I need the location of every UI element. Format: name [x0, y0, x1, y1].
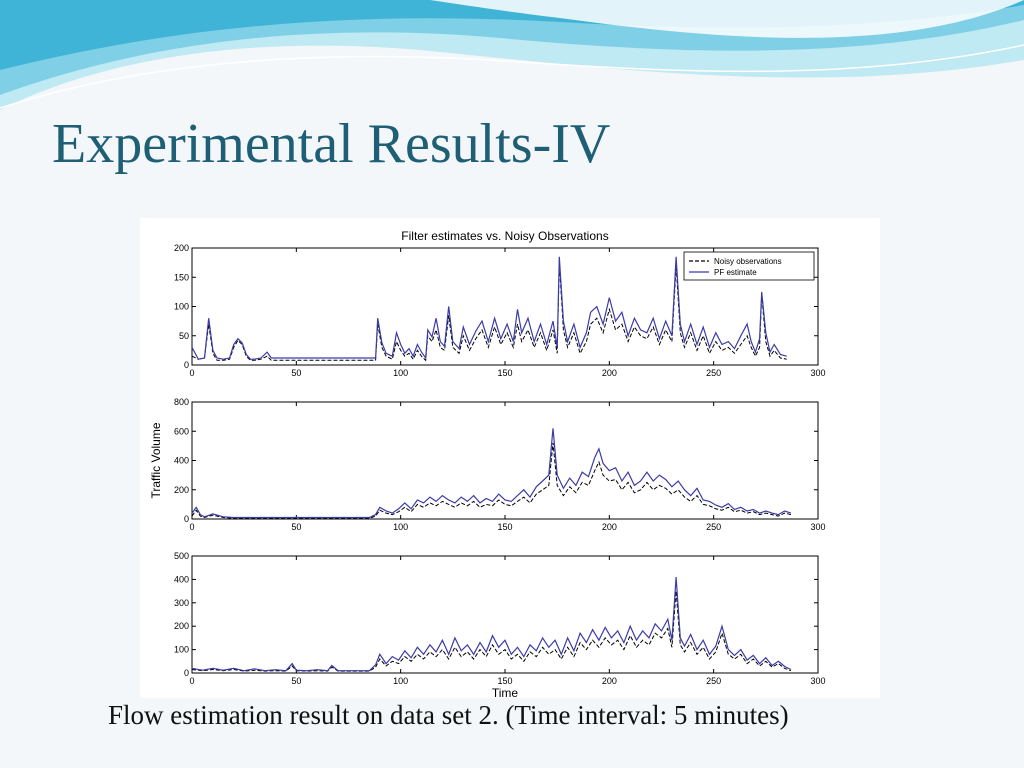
x-tick-label: 250	[706, 368, 721, 378]
y-tick-label: 300	[174, 598, 189, 608]
x-tick-label: 300	[810, 368, 825, 378]
pf-estimate-line	[191, 577, 792, 672]
y-tick-label: 800	[174, 397, 189, 407]
x-tick-label: 100	[393, 522, 408, 532]
y-tick-label: 200	[174, 485, 189, 495]
x-tick-label: 200	[602, 368, 617, 378]
x-tick-label: 150	[497, 522, 512, 532]
plot-area	[191, 555, 819, 674]
header-wave-decoration	[0, 0, 1024, 110]
legend: Noisy observations PF estimate	[683, 251, 815, 281]
noisy-observations-line	[191, 262, 787, 362]
y-tick-label: 600	[174, 426, 189, 436]
slide-title: Experimental Results-IV	[52, 113, 611, 175]
x-tick-label: 0	[189, 522, 194, 532]
subplot-3: 0 50 100 150 200 250 300 0 100 200 300 400 500 Time	[174, 551, 826, 698]
x-tick-label: 50	[291, 676, 301, 686]
y-tick-label: 200	[174, 243, 189, 253]
x-tick-label: 250	[706, 676, 721, 686]
x-tick-label: 0	[189, 676, 194, 686]
wave-white	[430, 0, 1024, 38]
pf-estimate-line	[191, 256, 787, 360]
y-tick-label: 150	[174, 272, 189, 282]
x-tick-label: 200	[602, 522, 617, 532]
noisy-observations-line	[191, 442, 792, 519]
y-tick-label: 100	[174, 302, 189, 312]
x-tick-label: 100	[393, 676, 408, 686]
x-tick-label: 50	[291, 522, 301, 532]
y-tick-label: 400	[174, 574, 189, 584]
figure-panel: 0 50 100 150 200 250 300 0 50 100 150 200 Filter est…	[140, 218, 880, 698]
x-tick-label: 150	[497, 368, 512, 378]
y-tick-label: 0	[184, 514, 189, 524]
legend-entry: PF estimate	[714, 268, 757, 277]
x-tick-label: 100	[393, 368, 408, 378]
wave-line	[0, 44, 1024, 109]
y-tick-label: 0	[184, 360, 189, 370]
chart-title: Filter estimates vs. Noisy Observations	[401, 229, 608, 243]
x-tick-label: 50	[291, 368, 301, 378]
y-tick-label: 400	[174, 456, 189, 466]
subplot-2: 0 50 100 150 200 250 300 0 200 400 600 800 Traffic V…	[149, 397, 826, 532]
legend-box	[683, 251, 815, 281]
pf-estimate-line	[191, 428, 792, 519]
x-tick-label: 250	[706, 522, 721, 532]
x-tick-label: 200	[602, 676, 617, 686]
legend-entry: Noisy observations	[714, 257, 782, 266]
y-tick-label: 100	[174, 645, 189, 655]
x-tick-label: 0	[189, 368, 194, 378]
subplot-1: 0 50 100 150 200 250 300 0 50 100 150 200 Filter est…	[174, 229, 826, 378]
y-tick-label: 500	[174, 551, 189, 561]
y-tick-label: 200	[174, 621, 189, 631]
noisy-observations-line	[191, 591, 792, 672]
x-tick-label: 300	[810, 676, 825, 686]
x-axis-label: Time	[492, 686, 519, 698]
x-tick-label: 300	[810, 522, 825, 532]
y-axis-label: Traffic Volume	[149, 422, 163, 498]
x-tick-label: 150	[497, 676, 512, 686]
y-tick-label: 50	[179, 331, 189, 341]
y-tick-label: 0	[184, 668, 189, 678]
chart-figure: 0 50 100 150 200 250 300 0 50 100 150 200 Filter est…	[149, 229, 826, 698]
slide-caption: Flow estimation result on data set 2. (T…	[108, 700, 789, 730]
plot-area	[191, 401, 819, 520]
